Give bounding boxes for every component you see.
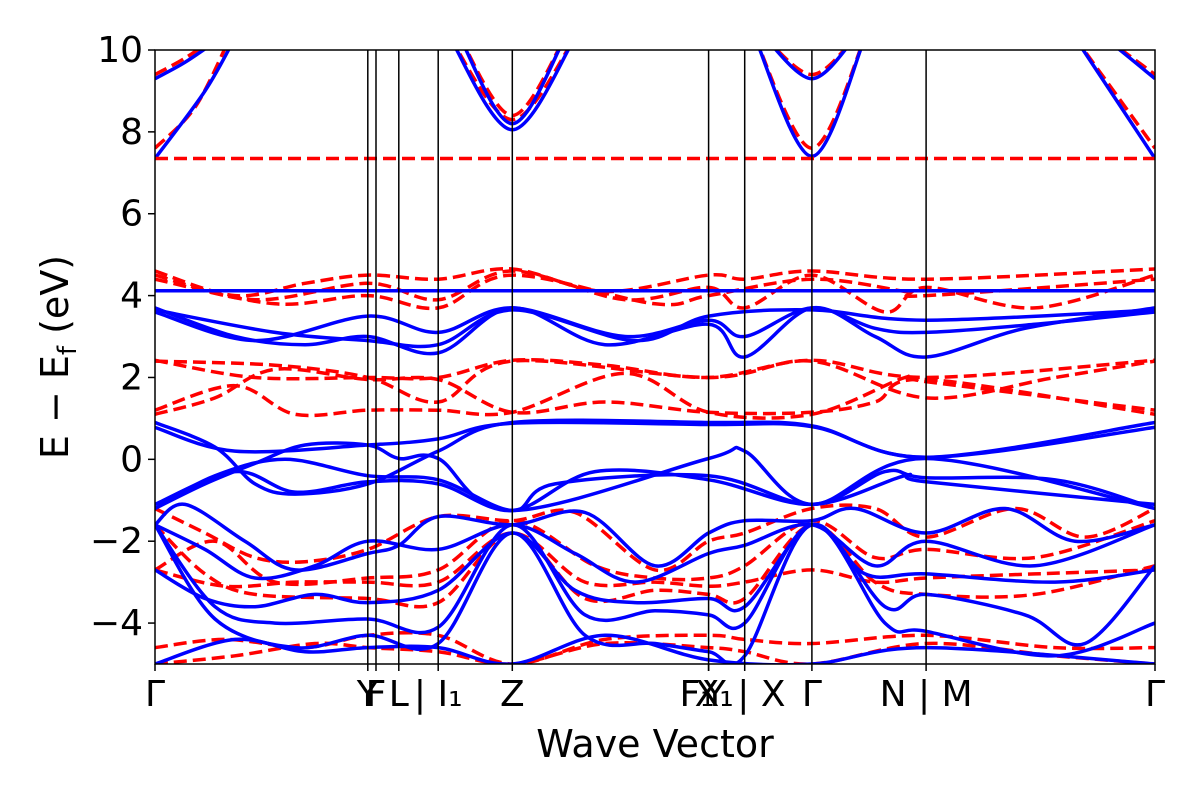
x-tick-label: N | M — [880, 674, 973, 715]
y-axis-label-main: E − E — [33, 355, 77, 459]
y-axis-ticks: −4 −2 0 2 4 6 8 10 — [90, 30, 155, 644]
y-tick-label: 8 — [120, 112, 143, 153]
y-axis-label-sub: f — [53, 345, 83, 355]
band-line-dashed-2 — [155, 371, 1155, 420]
band-line-solid-20 — [1081, 50, 1155, 160]
x-tick-label: Y — [356, 674, 380, 715]
band-line-solid-1 — [155, 457, 1155, 513]
band-line-solid-8 — [155, 502, 1155, 572]
band-line-dashed-3 — [155, 358, 1155, 404]
y-tick-label: 6 — [120, 194, 143, 235]
x-tick-label: F₁ — [679, 674, 714, 715]
band-line-dashed-8 — [155, 518, 1155, 587]
x-tick-label: Γ — [145, 674, 165, 715]
band-line-dashed-6 — [155, 273, 1155, 311]
band-line-solid-14 — [155, 50, 207, 81]
band-line-dashed-0 — [155, 357, 1155, 381]
band-line-dashed-1 — [155, 367, 1155, 417]
band-line-solid-18 — [758, 50, 863, 159]
series-solid — [155, 50, 1155, 664]
y-tick-label: 2 — [120, 357, 143, 398]
y-tick-label: 10 — [97, 30, 143, 71]
high-symmetry-lines — [367, 50, 927, 664]
band-line-dashed-19 — [1081, 50, 1155, 150]
y-axis-label-unit: (eV) — [33, 255, 77, 346]
x-axis-label: Wave Vector — [536, 722, 774, 766]
band-line-solid-9 — [155, 522, 1155, 584]
x-tick-label: Γ — [802, 674, 822, 715]
band-line-solid-21 — [1117, 50, 1155, 81]
band-line-solid-13 — [155, 633, 1155, 664]
x-tick-label: X₁ — [695, 674, 734, 715]
band-line-dashed-14 — [155, 50, 201, 77]
band-line-solid-3 — [155, 418, 1155, 496]
y-tick-label: 0 — [120, 439, 143, 480]
band-line-dashed-12 — [155, 641, 1155, 664]
band-line-solid-19 — [773, 50, 848, 81]
x-tick-label: | I₁ — [414, 674, 463, 715]
x-tick-label: L — [389, 674, 409, 715]
x-tick-label: Γ — [1145, 674, 1165, 715]
y-tick-label: 4 — [120, 276, 143, 317]
band-lines — [155, 50, 1155, 664]
band-line-dashed-7 — [155, 503, 1155, 573]
plot-frame — [154, 49, 1156, 665]
x-tick-label: F — [366, 674, 387, 715]
y-tick-label: −2 — [90, 521, 143, 562]
band-line-solid-4 — [155, 420, 1155, 460]
band-line-solid-2 — [155, 468, 1155, 513]
band-line-solid-10 — [155, 522, 1155, 613]
x-tick-label: Z — [500, 674, 525, 715]
band-line-solid-6 — [155, 306, 1155, 343]
y-axis-label: E − Ef (eV) — [33, 255, 83, 459]
band-line-solid-15 — [155, 50, 231, 160]
band-line-solid-7 — [155, 308, 1155, 349]
band-line-solid-11 — [155, 523, 1155, 647]
x-tick-label: Y | X — [703, 674, 786, 715]
band-line-dashed-17 — [758, 50, 862, 150]
y-tick-label: −4 — [90, 603, 143, 644]
